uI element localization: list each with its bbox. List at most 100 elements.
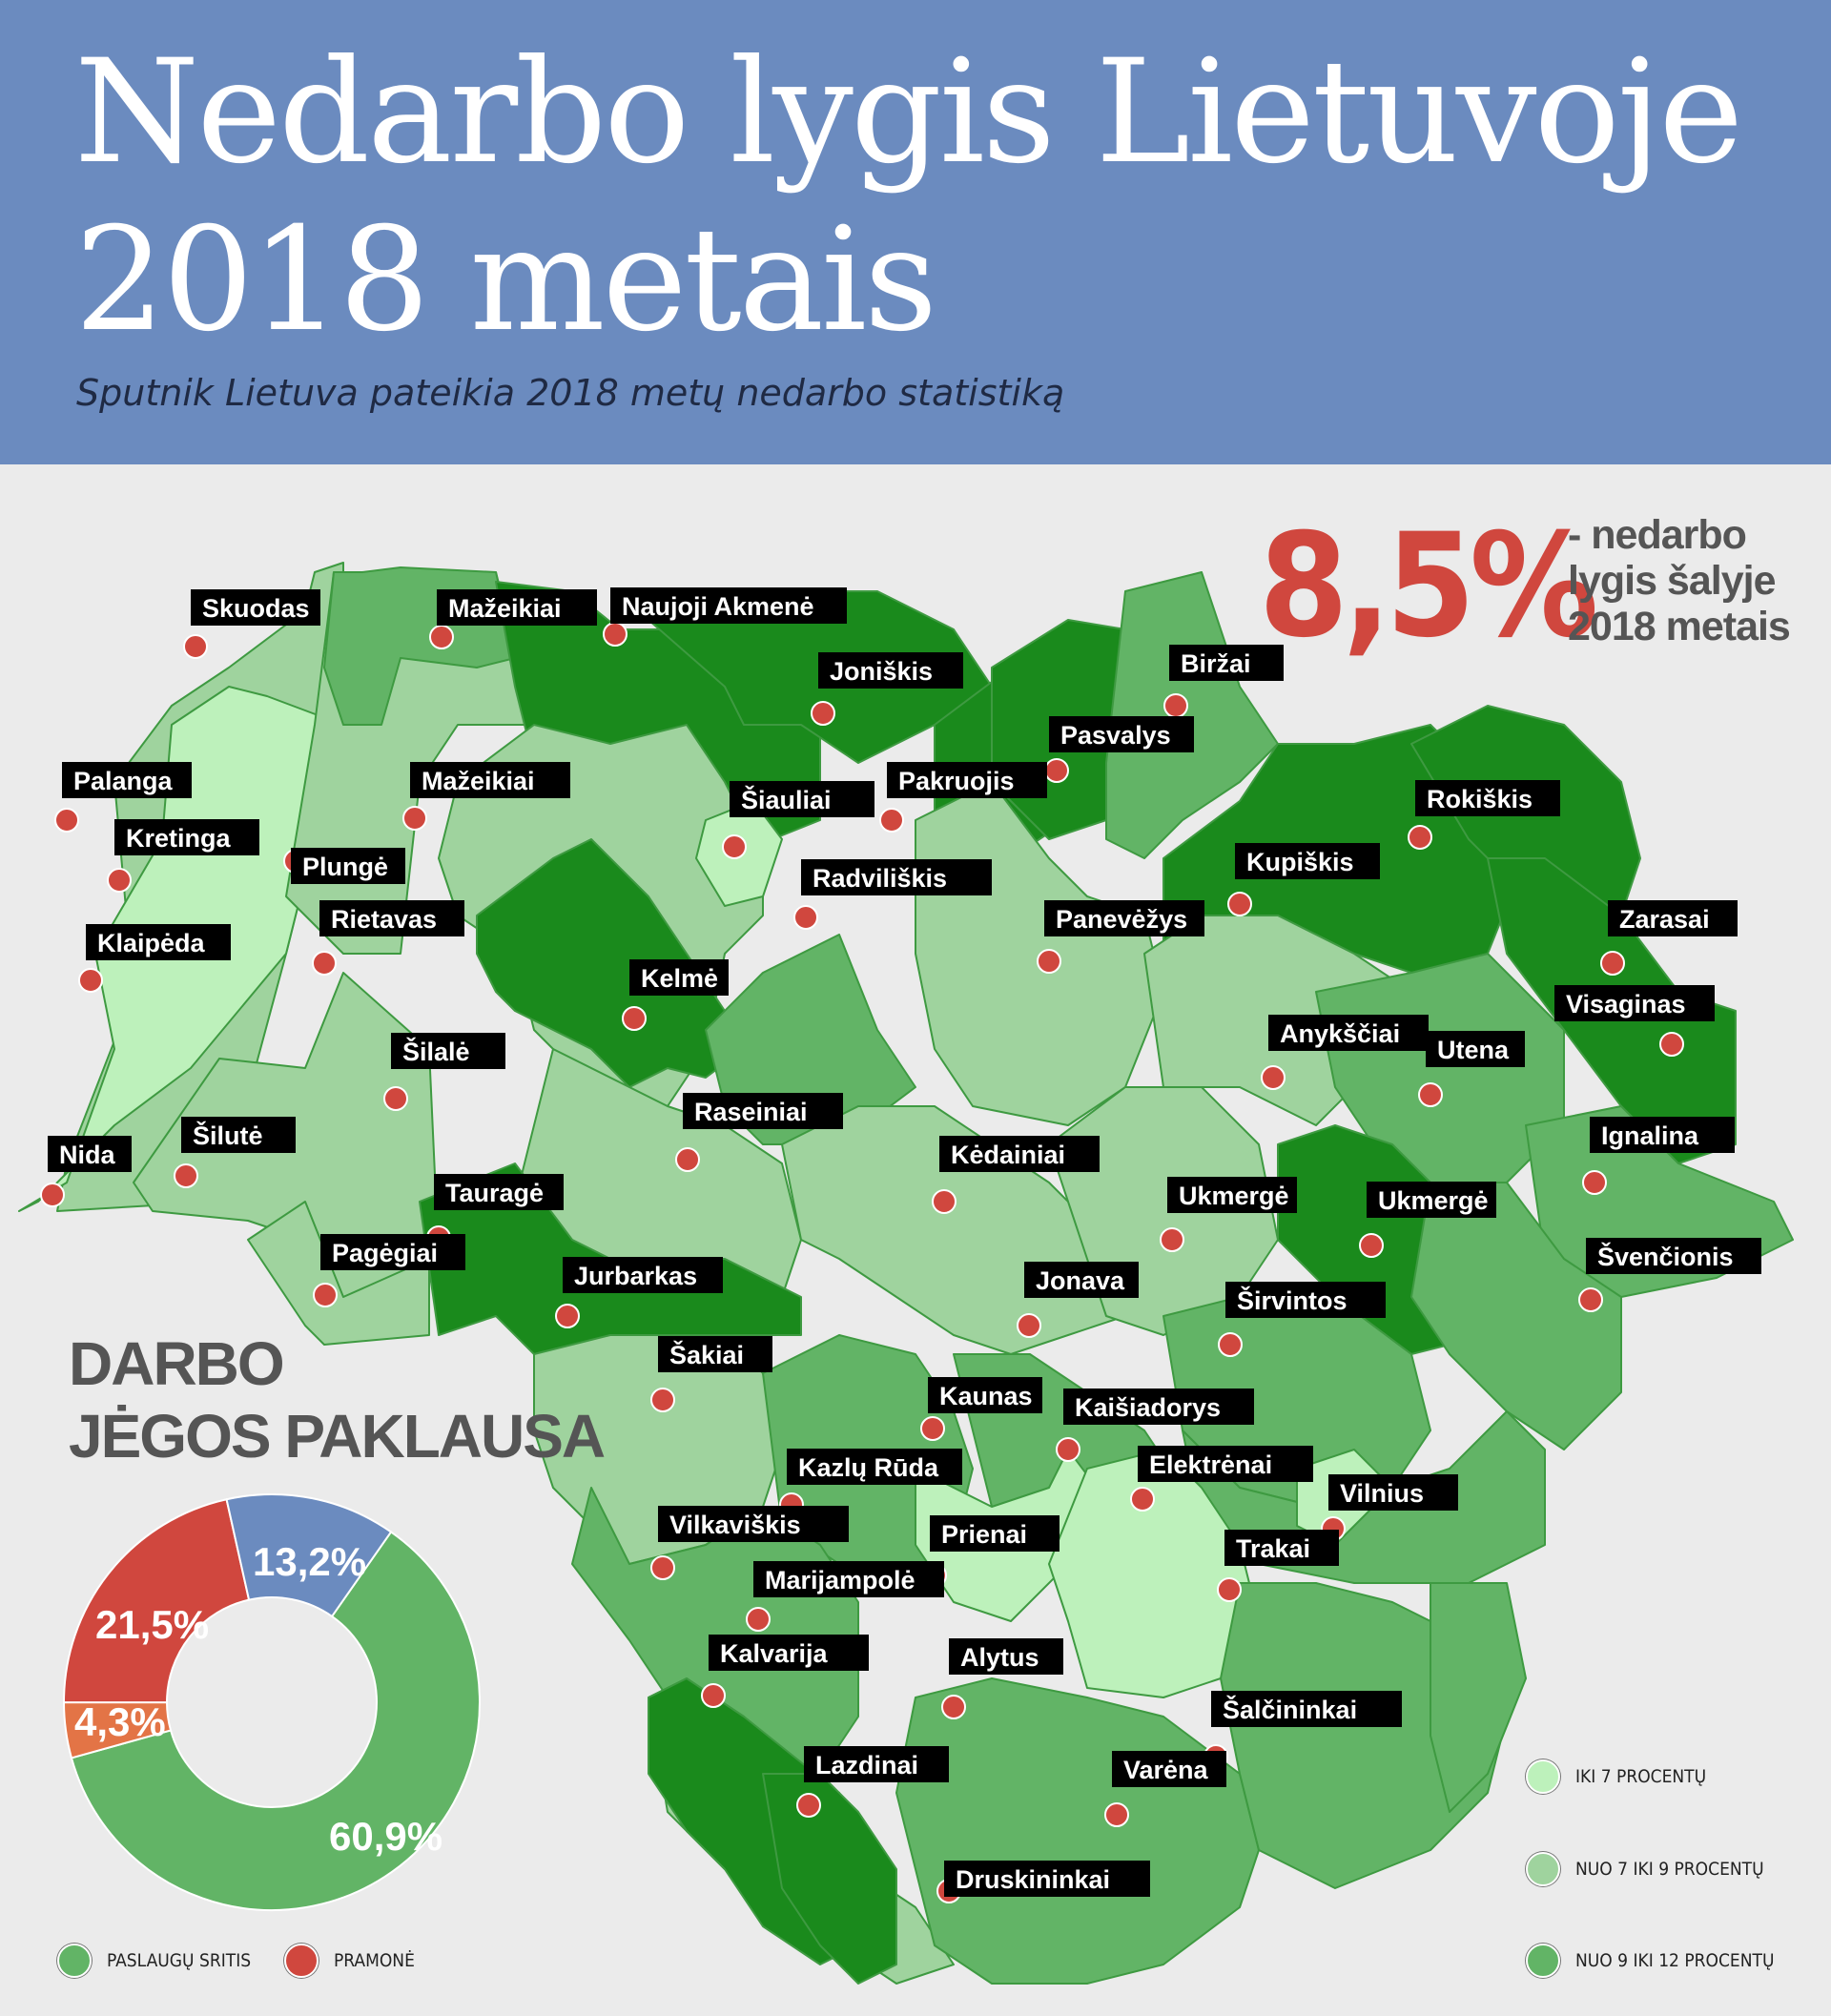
city-label: Trakai (1236, 1534, 1310, 1563)
city-label: Anykščiai (1280, 1019, 1400, 1048)
city-dot-icon (555, 1304, 580, 1328)
city-label: Mažeikiai (422, 767, 535, 795)
city-dot-icon (1044, 758, 1069, 783)
city-label-box (1586, 1238, 1761, 1274)
city-label: Širvintos (1237, 1286, 1348, 1315)
city-label-box (1112, 1751, 1226, 1787)
city-marker: Mažeikiai (429, 589, 597, 649)
donut-title: DARBO JĖGOS PAKLAUSA (69, 1327, 606, 1472)
district-region (762, 1773, 897, 1985)
city-dot-icon (107, 868, 132, 893)
donut-segment-label: 4,3% (74, 1699, 166, 1744)
city-marker: Šilutė (174, 1117, 296, 1188)
city-dot-icon (402, 806, 427, 831)
city-label: Ukmergė (1378, 1186, 1489, 1215)
city-label-box (1554, 985, 1715, 1021)
city-label-box (629, 959, 729, 996)
city-label: Vilkaviškis (669, 1511, 801, 1539)
city-dot-icon (701, 1683, 726, 1708)
city-marker: Vilnius (1321, 1474, 1458, 1541)
page-title: Nedarbo lygis Lietuvoje 2018 metais (74, 29, 1772, 364)
city-dot-icon (746, 1607, 771, 1632)
city-label: Varėna (1123, 1756, 1209, 1784)
city-label-box (191, 589, 320, 626)
city-label-box (410, 762, 570, 798)
city-marker: Kretinga (107, 819, 259, 893)
map-legend-mid: NUO 7 IKI 9 PROCENTŲ (1526, 1852, 1764, 1886)
city-marker: Širvintos (1218, 1282, 1386, 1357)
donut-title-line-1: DARBO (69, 1329, 285, 1398)
city-label: Nida (59, 1141, 115, 1169)
city-label: Zarasai (1619, 905, 1710, 934)
city-label-box (114, 819, 259, 855)
city-marker: Šakiai (650, 1336, 772, 1412)
city-marker: Kaunas (920, 1377, 1042, 1441)
city-dot-icon (78, 968, 103, 993)
city-label-box (320, 1234, 465, 1270)
map-legend-low-label: IKI 7 PROCENTŲ (1575, 1766, 1707, 1787)
city-label: Joniškis (830, 657, 933, 686)
city-label: Kazlų Rūda (798, 1453, 939, 1482)
donut-legend-industry: PRAMONĖ (284, 1944, 415, 1978)
city-dot-icon (722, 834, 747, 859)
city-dot-icon (1578, 1287, 1603, 1312)
city-label-box (930, 1515, 1060, 1552)
city-label: Pasvalys (1060, 721, 1171, 750)
city-label-box (62, 762, 192, 798)
city-marker: Naujoji Akmenė (603, 587, 847, 647)
city-marker: Kelmė (622, 959, 729, 1031)
city-label: Palanga (73, 767, 174, 795)
city-label-box (1211, 1691, 1402, 1727)
lithuania-map: Skuodas Mažeikiai Naujoji Akmenė Joniškis Bi… (18, 562, 1794, 1985)
city-marker: Kaišiadorys (1056, 1389, 1254, 1462)
city-label-box (1049, 716, 1194, 752)
city-marker: Ukmergė (1160, 1177, 1297, 1252)
city-label-box (291, 848, 405, 884)
city-marker: Biržai (1163, 645, 1284, 718)
city-dot-icon (40, 1183, 65, 1207)
city-marker: Marijampolė (746, 1561, 944, 1632)
city-label-box (434, 1174, 564, 1210)
city-label: Pagėgiai (332, 1239, 438, 1267)
city-label: Šakiai (669, 1340, 744, 1369)
donut-title-line-2: JĖGOS PAKLAUSA (69, 1402, 606, 1471)
city-marker: Lazdinai (796, 1746, 949, 1818)
city-dot-icon (603, 622, 627, 647)
city-label: Kaunas (939, 1382, 1033, 1410)
city-label: Švenčionis (1597, 1242, 1734, 1271)
city-marker: Skuodas (183, 589, 320, 659)
city-label-box (563, 1257, 723, 1293)
donut-legend-industry-label: PRAMONĖ (334, 1950, 415, 1971)
city-label: Prienai (941, 1520, 1027, 1549)
city-label: Druskininkai (956, 1865, 1110, 1894)
city-marker: Kazlų Rūda (779, 1449, 962, 1517)
city-label: Pakruojis (898, 767, 1015, 795)
city-label-box (939, 1136, 1100, 1172)
city-dot-icon (1359, 1233, 1384, 1258)
city-label: Jonava (1036, 1266, 1125, 1295)
city-label: Klaipėda (97, 929, 206, 957)
city-label: Ukmergė (1179, 1182, 1289, 1210)
city-dot-icon (312, 951, 337, 976)
city-marker: Kėdainiai (932, 1136, 1100, 1214)
city-label: Šalčininkai (1223, 1695, 1357, 1724)
city-dot-icon (54, 808, 79, 833)
city-marker: Elektrėnai (1130, 1446, 1313, 1512)
city-marker: Visaginas (1554, 985, 1715, 1057)
city-label-box (683, 1093, 843, 1129)
city-marker: Pakruojis (879, 762, 1047, 833)
city-marker: Jonava (1017, 1262, 1139, 1338)
donut-legend-services: PASLAUGŲ SRITIS (57, 1944, 251, 1978)
city-label-box (658, 1336, 772, 1372)
city-dot-icon (796, 1793, 821, 1818)
city-marker: Alytus (941, 1638, 1063, 1719)
subtitle: Sputnik Lietuva pateikia 2018 metų nedar… (76, 372, 1065, 414)
city-dot-icon (650, 1555, 675, 1580)
donut-segment-label: 21,5% (95, 1602, 209, 1647)
title-line-2: 2018 metais (74, 197, 937, 363)
city-dot-icon (174, 1163, 198, 1188)
city-dot-icon (1160, 1227, 1184, 1252)
donut-segment-label: 60,9% (329, 1814, 442, 1859)
city-label-box (1590, 1117, 1735, 1153)
city-marker: Jurbarkas (555, 1257, 723, 1328)
